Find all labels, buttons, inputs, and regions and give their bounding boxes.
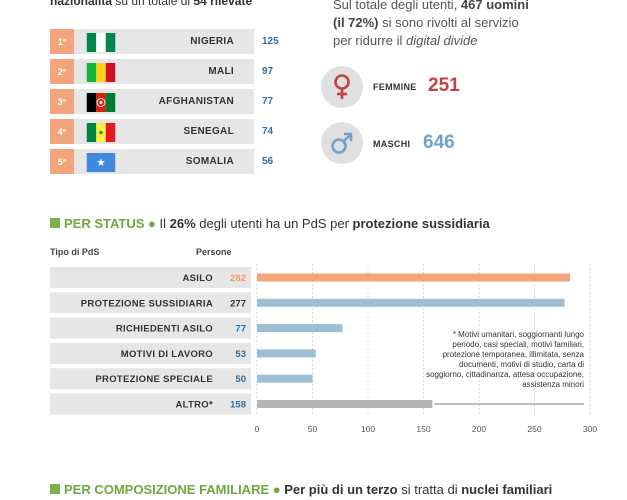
gender-intro-2: si sono rivolti al servizio xyxy=(378,15,519,30)
x-tick-label: 300 xyxy=(583,424,597,434)
value-label: 77 xyxy=(235,324,246,335)
male-label: MASCHI xyxy=(373,139,411,149)
section-square-icon xyxy=(50,218,60,228)
country-name: NIGERIA xyxy=(190,36,234,47)
country-count: 56 xyxy=(262,156,274,167)
bar xyxy=(257,324,343,333)
status-subtitle-bold: protezione sussidiaria xyxy=(352,216,490,231)
category-label: MOTIVI DI LAVORO xyxy=(121,349,213,360)
value-label: 277 xyxy=(230,298,246,309)
country-count: 125 xyxy=(262,36,279,47)
x-tick-label: 0 xyxy=(255,424,260,434)
country-name: SENEGAL xyxy=(183,126,234,137)
country-count: 77 xyxy=(262,96,274,107)
category-label: RICHIEDENTI ASILO xyxy=(116,324,213,335)
value-label: 53 xyxy=(235,349,246,360)
x-tick-label: 250 xyxy=(527,424,541,434)
bar xyxy=(257,298,565,307)
bar xyxy=(257,349,316,358)
rank-badge: 3° xyxy=(50,89,74,114)
category-label: ASILO xyxy=(182,273,213,284)
section-square-icon xyxy=(50,484,60,494)
gender-intro-men: 467 uomini xyxy=(460,0,529,12)
bar xyxy=(257,374,313,383)
country-name: MALI xyxy=(208,66,234,77)
somalia-flag-icon xyxy=(84,153,118,172)
rank-badge: 4° xyxy=(50,119,74,144)
chart-footnote: * Motivi umanitari, soggiornanti lungo p… xyxy=(426,330,584,389)
afghanistan-flag-icon xyxy=(84,93,118,112)
status-subtitle-1: Il xyxy=(155,216,170,231)
category-label: PROTEZIONE SUSSIDIARIA xyxy=(81,298,213,309)
category-band xyxy=(50,317,251,339)
x-tick-label: 150 xyxy=(416,424,430,434)
rank-badge: 5° xyxy=(50,149,74,174)
status-title: PER STATUS ● Il 26% degli utenti ha un P… xyxy=(50,216,490,231)
country-name: SOMALIA xyxy=(185,156,234,167)
mali-flag-icon xyxy=(84,63,118,82)
family-title: PER COMPOSIZIONE FAMILIARE ● Per più di … xyxy=(50,482,552,497)
value-label: 282 xyxy=(230,273,246,284)
nigeria-flag-icon xyxy=(84,33,118,52)
category-band xyxy=(50,342,251,364)
x-tick-label: 100 xyxy=(361,424,375,434)
nationality-row: 1° NIGERIA 125 xyxy=(50,29,279,54)
nationality-row: 3° AFGHANISTAN 77 xyxy=(50,89,273,114)
column-header-type: Tipo di PdS xyxy=(50,247,100,257)
rank-badge: 1° xyxy=(50,29,74,54)
category-label: ALTRO* xyxy=(175,400,213,411)
nationality-row: 4° SENEGAL 74 xyxy=(50,119,273,144)
gender-intro-italic: digital divide xyxy=(405,33,478,48)
family-subtitle-1: Per più di un terzo xyxy=(280,482,398,497)
male-value: 646 xyxy=(423,132,455,153)
bar xyxy=(257,273,571,282)
value-label: 50 xyxy=(235,374,246,385)
family-subtitle-bold: nuclei familiari xyxy=(461,482,553,497)
category-band xyxy=(50,393,251,415)
x-tick-label: 200 xyxy=(472,424,486,434)
nationality-row: 2° MALI 97 xyxy=(50,59,273,84)
column-header-people: Persone xyxy=(196,247,232,257)
nationality-row: 5° SOMALIA 56 xyxy=(50,149,273,174)
rank-badge: 2° xyxy=(50,59,74,84)
bar xyxy=(257,400,433,408)
country-count: 97 xyxy=(262,66,274,77)
senegal-flag-icon xyxy=(84,123,118,142)
female-value: 251 xyxy=(428,75,460,96)
gender-intro: Sul totale degli utenti, 467 uomini (il … xyxy=(333,0,529,50)
country-count: 74 xyxy=(262,126,274,137)
value-label: 158 xyxy=(230,400,246,411)
category-band xyxy=(50,292,251,314)
gender-intro-pct: (il 72%) xyxy=(333,15,379,30)
gender-intro-1: Sul totale degli utenti, xyxy=(333,0,461,12)
gender-intro-3: per ridurre il xyxy=(333,33,406,48)
family-subtitle-2: si tratta di xyxy=(397,482,462,497)
nationality-header-total: 54 rilevate xyxy=(193,0,253,8)
female-label: FEMMINE xyxy=(373,82,417,92)
status-subtitle-pct: 26% xyxy=(169,216,196,231)
bullet-icon: ● xyxy=(148,216,156,231)
nationality-header: nazionalità su un totale di 54 rilevate xyxy=(50,0,252,8)
nationality-header-bold: nazionalità xyxy=(50,0,113,8)
bullet-icon: ● xyxy=(272,482,281,497)
male-symbol-icon xyxy=(321,122,363,164)
country-name: AFGHANISTAN xyxy=(158,96,234,107)
category-band xyxy=(50,368,251,390)
x-tick-label: 50 xyxy=(308,424,318,434)
nationality-header-text: su un totale di xyxy=(112,0,194,8)
category-band xyxy=(50,267,251,288)
family-title-label: PER COMPOSIZIONE FAMILIARE xyxy=(64,482,270,497)
category-label: PROTEZIONE SPECIALE xyxy=(95,374,213,385)
status-title-label: PER STATUS xyxy=(64,216,145,231)
status-subtitle-2: degli utenti ha un PdS per xyxy=(195,216,353,231)
female-symbol-icon xyxy=(321,66,363,108)
